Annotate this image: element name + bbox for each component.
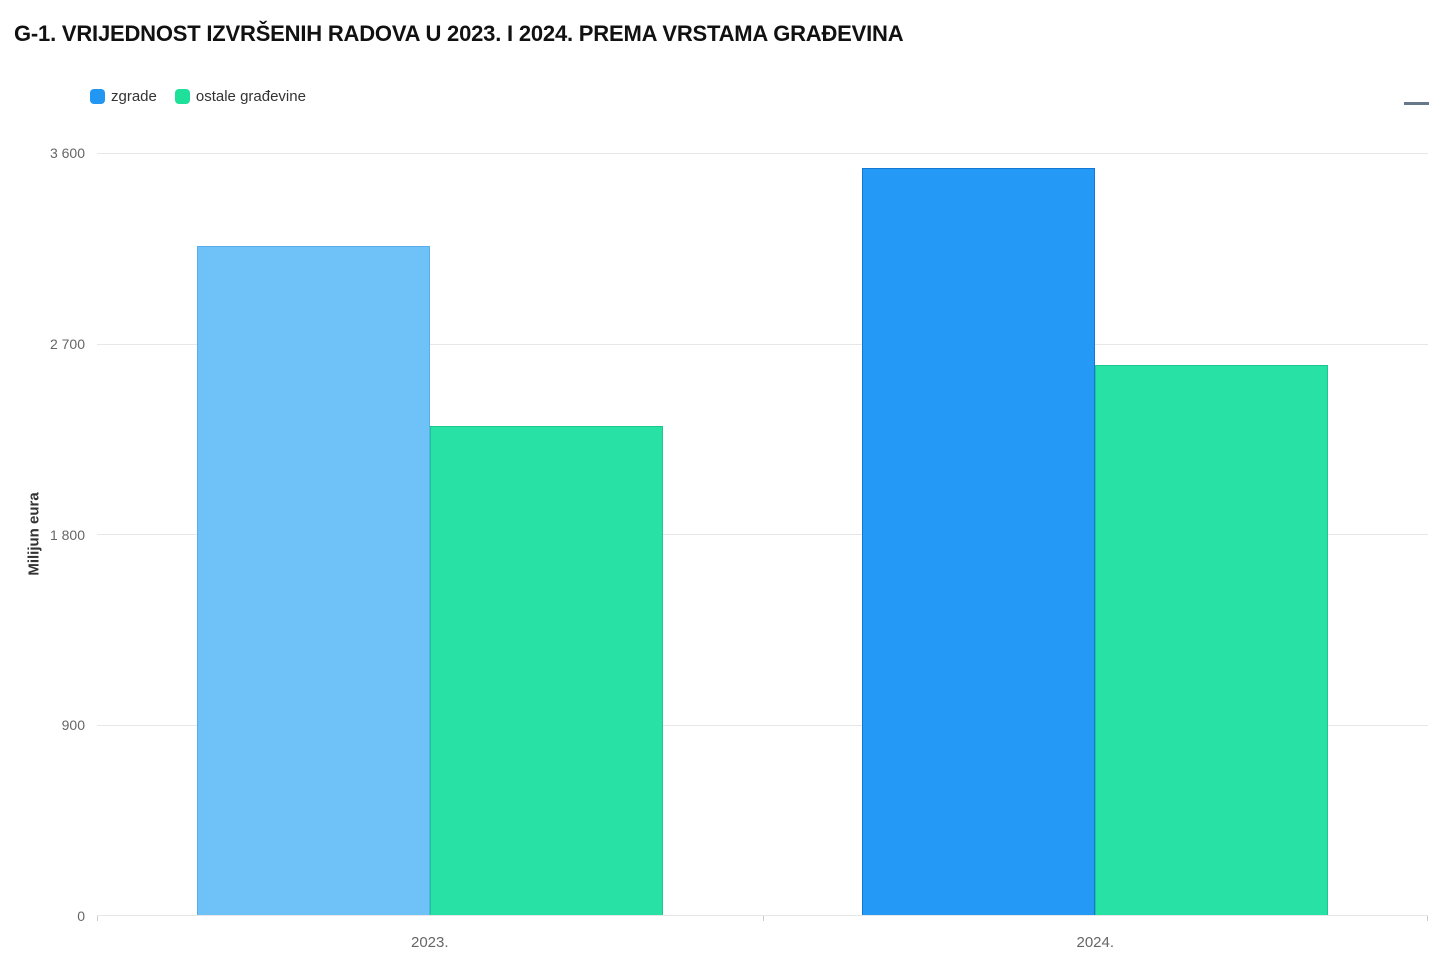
x-tick-label-2023: 2023.	[410, 934, 449, 951]
bar-ostale-građevine-2023[interactable]	[429, 426, 663, 915]
legend-label: ostale građevine	[195, 88, 306, 105]
y-tick-label-1800: 1 800	[49, 526, 85, 543]
bar-zgrade-2024[interactable]	[862, 167, 1096, 915]
category-group-2024	[763, 153, 1429, 915]
bar-zgrade-2023[interactable]	[196, 246, 430, 915]
x-axis-tick	[97, 915, 98, 921]
y-axis-labels: 0 900 1 800 2 700 3 600	[0, 145, 85, 924]
x-axis-tick	[762, 915, 764, 921]
y-tick-label-2700: 2 700	[49, 335, 85, 352]
legend-label: zgrade	[111, 88, 157, 105]
bar-ostale-građevine-2024[interactable]	[1095, 364, 1329, 915]
y-tick-label-900: 900	[61, 717, 85, 734]
gridline-1800	[97, 534, 1428, 535]
legend-item-zgrade[interactable]: zgrade	[90, 88, 157, 105]
x-tick-label-2024: 2024.	[1076, 934, 1115, 951]
legend-item-ostale-građevine[interactable]: ostale građevine	[174, 88, 306, 105]
category-group-2023	[97, 153, 763, 915]
hamburger-menu-icon[interactable]	[1404, 87, 1430, 105]
gridline-3600	[97, 153, 1428, 154]
y-tick-label-3600: 3 600	[49, 145, 85, 161]
legend-swatch-icon	[90, 89, 105, 104]
gridline-900	[97, 724, 1428, 726]
legend: zgrade ostale građevine	[90, 88, 306, 105]
legend-swatch-icon	[174, 89, 190, 104]
gridline-2700	[97, 343, 1428, 345]
plot-area	[97, 153, 1429, 921]
gridline-0	[97, 915, 1428, 916]
x-axis-tick	[1427, 915, 1428, 921]
y-tick-label-0: 0	[77, 908, 85, 924]
chart-title: G-1. VRIJEDNOST IZVRŠENIH RADOVA U 2023.…	[14, 21, 904, 46]
x-axis-labels: 2023. 2024.	[97, 934, 1428, 958]
